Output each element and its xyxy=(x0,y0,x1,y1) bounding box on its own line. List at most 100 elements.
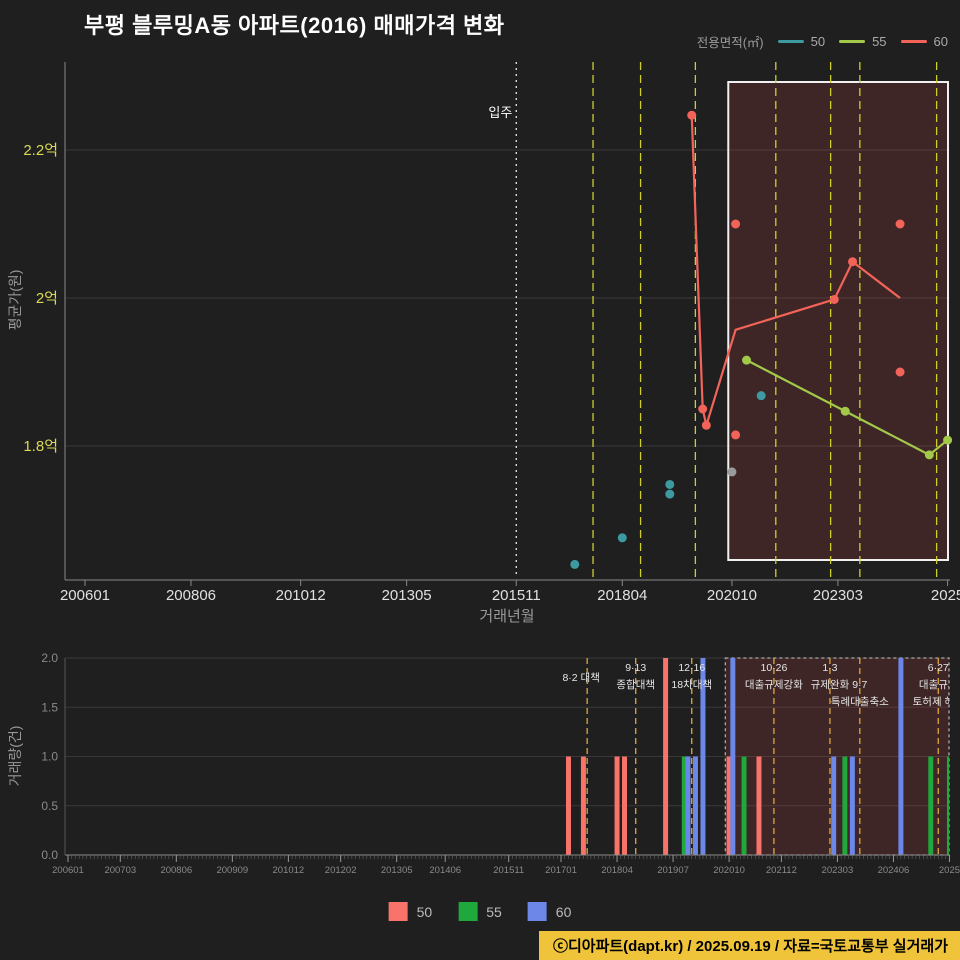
x-tick-label: 201012 xyxy=(276,587,326,604)
annotation-text: 종합대책 xyxy=(616,679,655,691)
x-tick-label: 200601 xyxy=(52,865,84,876)
legend-item-55: 55 xyxy=(839,34,887,49)
volume-legend-label-60: 60 xyxy=(555,903,572,920)
x-tick-label: 200703 xyxy=(104,865,136,876)
data-dot-60 xyxy=(687,110,697,120)
data-dot-50 xyxy=(570,559,580,569)
annotation-text: 특례대출축소 xyxy=(831,696,889,708)
swatch-50-icon xyxy=(388,902,408,921)
volume-legend-label-55: 55 xyxy=(486,903,502,920)
volume-bar xyxy=(614,756,620,855)
volume-bar xyxy=(622,756,628,855)
volume-legend: 50 55 60 xyxy=(388,902,572,921)
volume-bar xyxy=(842,756,848,855)
annotation-text: 9·7 xyxy=(852,679,867,691)
data-dot-60 xyxy=(848,257,858,267)
area-legend: 전용면적(㎡) 50 55 60 xyxy=(697,32,948,51)
x-tick-label: 202303 xyxy=(813,587,863,604)
annotation-text: 9·13 xyxy=(625,662,646,674)
annotation-text: 10·26 xyxy=(760,662,787,674)
data-dot-기타 xyxy=(727,467,737,477)
legend-line-55-icon xyxy=(839,40,866,43)
data-dot-55 xyxy=(943,435,953,445)
x-tick-label: 201406 xyxy=(429,865,461,876)
x-tick-label: 201804 xyxy=(601,865,633,876)
x-tick-label: 201511 xyxy=(493,865,524,876)
volume-bar xyxy=(681,756,687,855)
volume-legend-item-50: 50 xyxy=(388,902,433,921)
x-tick-label: 200909 xyxy=(216,865,248,876)
area-legend-title: 전용면적(㎡) xyxy=(696,36,764,50)
volume-bar xyxy=(663,658,669,855)
volume-bars xyxy=(565,658,949,855)
data-dot-50 xyxy=(665,479,675,489)
legend-item-60: 60 xyxy=(900,34,948,49)
data-dot-50 xyxy=(665,489,675,499)
volume-legend-item-55: 55 xyxy=(458,902,502,921)
x-tick-label: 200806 xyxy=(160,865,192,876)
x-tick-label: 201305 xyxy=(381,865,413,876)
data-dot-60 xyxy=(731,219,741,229)
legend-item-50: 50 xyxy=(777,34,826,49)
legend-label-50: 50 xyxy=(810,34,826,49)
annotation-text: 토허제 해제 xyxy=(913,695,960,708)
y-tick-label: 2억 xyxy=(36,290,58,307)
data-dot-55 xyxy=(840,406,850,416)
data-dot-60 xyxy=(829,294,839,304)
data-dot-50 xyxy=(756,391,766,401)
volume-bar xyxy=(946,756,949,855)
x-axis-title: 거래년월 xyxy=(479,608,534,625)
data-dot-55 xyxy=(742,355,752,365)
annotation-text: 1·3 xyxy=(822,662,837,674)
x-tick-label: 201804 xyxy=(597,587,647,604)
copyright-footer: ⓒ디아파트(dapt.kr) / 2025.09.19 / 자료=국토교통부 실… xyxy=(538,931,960,960)
x-tick-label: 201012 xyxy=(273,865,305,876)
legend-label-60: 60 xyxy=(933,34,948,49)
highlight-box-volume xyxy=(724,657,950,856)
y-axis-title: 평균가(원) xyxy=(7,270,23,331)
x-tick-label: 200601 xyxy=(60,587,110,604)
swatch-60-icon xyxy=(527,902,547,921)
volume-bar xyxy=(726,756,732,855)
volume-bar xyxy=(831,756,837,855)
y-tick-label: 1.0 xyxy=(41,750,58,764)
volume-bar xyxy=(928,756,934,855)
volume-legend-item-60: 60 xyxy=(527,902,572,921)
volume-legend-label-50: 50 xyxy=(416,903,433,920)
legend-line-50-icon xyxy=(777,40,804,43)
x-tick-label: 201511 xyxy=(492,587,541,604)
volume-plot: 200601 200703 200806 200909 201012 201202 2013… xyxy=(7,651,960,876)
annotation-text: 18차대책 xyxy=(671,679,712,691)
volume-bar xyxy=(565,756,571,855)
y-tick-label: 1.5 xyxy=(41,700,58,714)
y-tick-label: 0.0 xyxy=(41,848,58,862)
data-dot-60 xyxy=(731,430,741,440)
x-tick-label: 202112 xyxy=(766,865,797,876)
series-line-55 xyxy=(746,359,949,456)
volume-bar xyxy=(849,756,855,855)
x-tick-label: 200806 xyxy=(166,587,216,604)
x-tick-label: 202303 xyxy=(822,865,854,876)
volume-bar xyxy=(685,756,691,855)
legend-line-60-icon xyxy=(900,40,927,43)
data-dot-60 xyxy=(701,420,711,430)
policy-annotations: 8·2 대책 9·13 종합대책 12·16 18차대책 10·26 대출규제강화 1·3 규제… xyxy=(562,662,960,708)
main-price-plot: 입주 2.2억 2억 1.8억 200601 200806 201012 201305 2015… xyxy=(7,62,960,625)
volume-bar xyxy=(898,658,904,855)
page-title: 부평 블루밍A동 아파트(2016) 매매가격 변화 xyxy=(84,13,505,38)
y-axis-title: 거래량(건) xyxy=(7,726,23,787)
volume-bar xyxy=(700,658,706,855)
volume-bar xyxy=(756,756,762,855)
x-tick-label: 201305 xyxy=(382,587,432,604)
annotation-text: 12·16 xyxy=(678,662,705,674)
annotation-text: 규제완화 xyxy=(811,678,850,691)
y-tick-label: 2.2억 xyxy=(23,142,58,159)
data-dot-60 xyxy=(895,367,905,377)
volume-bar xyxy=(692,756,698,855)
annotation-text: 대출규제 xyxy=(919,679,958,691)
x-tick-label: 202010 xyxy=(707,587,757,604)
y-tick-label: 1.8억 xyxy=(23,438,58,455)
x-tick-label: 2025 xyxy=(939,865,960,876)
annotation-text: 대출규제강화 xyxy=(745,679,803,691)
